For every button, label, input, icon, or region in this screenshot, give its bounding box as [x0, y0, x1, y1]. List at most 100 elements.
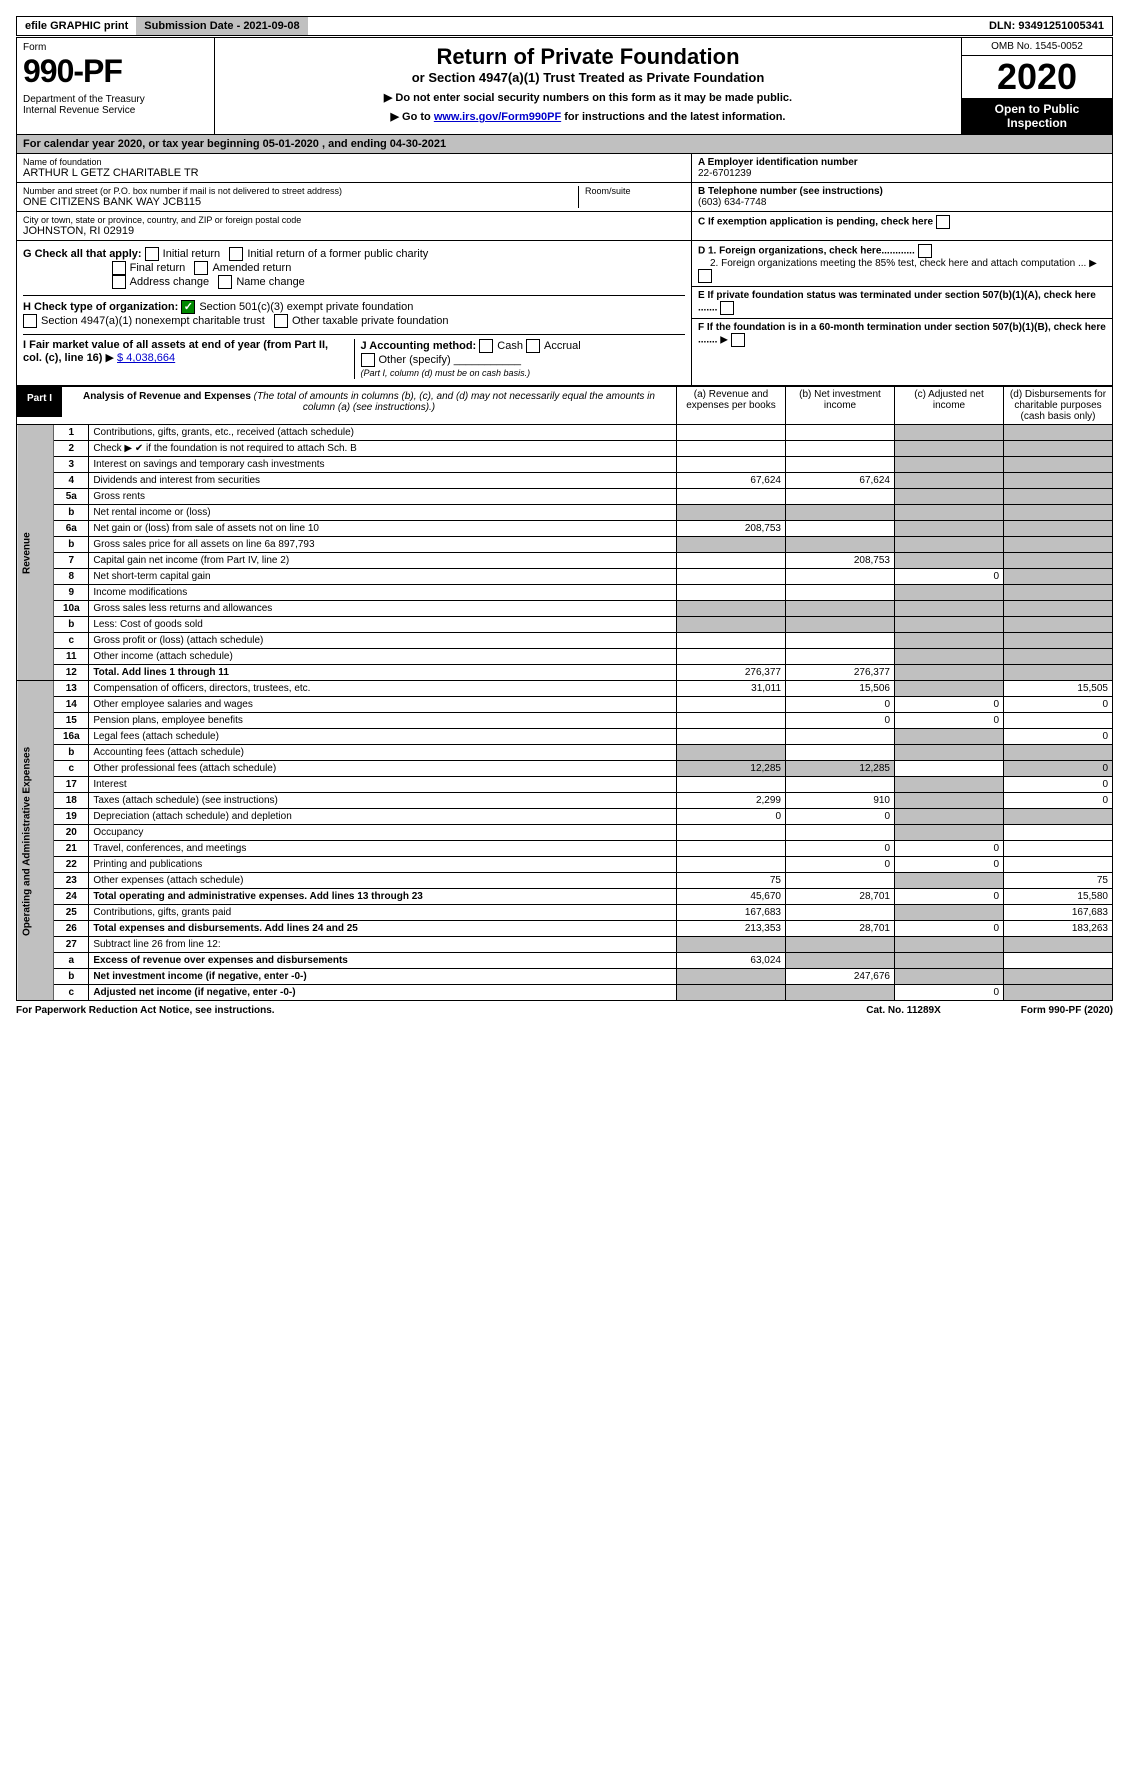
line-description: Contributions, gifts, grants, etc., rece… [89, 425, 677, 441]
form-subtitle: or Section 4947(a)(1) Trust Treated as P… [221, 70, 955, 85]
value-cell [1004, 825, 1113, 841]
form-ref: Form 990-PF (2020) [1021, 1005, 1113, 1016]
value-cell [786, 489, 895, 505]
notice2-pre: ▶ Go to [391, 111, 434, 123]
j-other-chk[interactable] [361, 353, 375, 367]
value-cell [895, 521, 1004, 537]
d1-chk[interactable] [918, 244, 932, 258]
value-cell [1004, 457, 1113, 473]
table-row: Operating and Administrative Expenses13C… [17, 681, 1113, 697]
g-final-return-chk[interactable] [112, 261, 126, 275]
room-label: Room/suite [585, 186, 685, 196]
g-address-change-chk[interactable] [112, 275, 126, 289]
g-amended-return-chk[interactable] [194, 261, 208, 275]
line-number: b [54, 617, 89, 633]
irs-link[interactable]: www.irs.gov/Form990PF [434, 111, 561, 123]
g-item-5: Name change [236, 276, 305, 288]
line-description: Travel, conferences, and meetings [89, 841, 677, 857]
line-number: 16a [54, 729, 89, 745]
value-cell [677, 745, 786, 761]
j-accrual-chk[interactable] [526, 339, 540, 353]
street-cell: Number and street (or P.O. box number if… [17, 183, 691, 212]
value-cell [786, 441, 895, 457]
table-row: 9Income modifications [17, 585, 1113, 601]
value-cell [786, 729, 895, 745]
h-501c3-chk[interactable]: ✓ [181, 300, 195, 314]
d2-chk[interactable] [698, 269, 712, 283]
top-bar: efile GRAPHIC print Submission Date - 20… [16, 16, 1113, 36]
table-row: bNet rental income or (loss) [17, 505, 1113, 521]
table-row: 25Contributions, gifts, grants paid167,6… [17, 905, 1113, 921]
value-cell: 276,377 [786, 665, 895, 681]
value-cell [895, 633, 1004, 649]
c-checkbox[interactable] [936, 215, 950, 229]
value-cell: 12,285 [677, 761, 786, 777]
e-chk[interactable] [720, 301, 734, 315]
h-4947-chk[interactable] [23, 314, 37, 328]
checks-right: D 1. Foreign organizations, check here..… [691, 241, 1112, 385]
g-item-0: Initial return [163, 248, 220, 260]
line-description: Pension plans, employee benefits [89, 713, 677, 729]
value-cell [1004, 521, 1113, 537]
value-cell: 15,580 [1004, 889, 1113, 905]
j-note: (Part I, column (d) must be on cash basi… [361, 368, 531, 378]
notice2-post: for instructions and the latest informat… [561, 111, 785, 123]
table-row: 15Pension plans, employee benefits00 [17, 713, 1113, 729]
c-label: C If exemption application is pending, c… [698, 217, 933, 228]
value-cell [677, 537, 786, 553]
street-label: Number and street (or P.O. box number if… [23, 186, 578, 196]
value-cell [895, 441, 1004, 457]
value-cell [786, 425, 895, 441]
h-other-chk[interactable] [274, 314, 288, 328]
ein-value: 22-6701239 [698, 168, 1106, 179]
dln: DLN: 93491251005341 [981, 17, 1112, 35]
phone-value: (603) 634-7748 [698, 197, 1106, 208]
f-chk[interactable] [731, 333, 745, 347]
line-number: 22 [54, 857, 89, 873]
value-cell: 2,299 [677, 793, 786, 809]
d-cell: D 1. Foreign organizations, check here..… [692, 241, 1112, 287]
i-value[interactable]: $ 4,038,664 [117, 352, 175, 364]
g-initial-former-chk[interactable] [229, 247, 243, 261]
value-cell: 213,353 [677, 921, 786, 937]
value-cell: 12,285 [786, 761, 895, 777]
tax-year: 2020 [962, 56, 1112, 98]
line-description: Subtract line 26 from line 12: [89, 937, 677, 953]
value-cell [786, 601, 895, 617]
line-number: 14 [54, 697, 89, 713]
line-number: c [54, 633, 89, 649]
value-cell [895, 745, 1004, 761]
h-opt3: Other taxable private foundation [292, 315, 449, 327]
omb-number: OMB No. 1545-0052 [962, 38, 1112, 56]
g-item-4: Address change [130, 276, 210, 288]
value-cell [895, 473, 1004, 489]
value-cell [786, 521, 895, 537]
line-number: 7 [54, 553, 89, 569]
value-cell: 208,753 [786, 553, 895, 569]
value-cell [895, 617, 1004, 633]
value-cell [677, 617, 786, 633]
city-label: City or town, state or province, country… [23, 215, 685, 225]
g-name-change-chk[interactable] [218, 275, 232, 289]
submission-date: Submission Date - 2021-09-08 [136, 17, 307, 35]
value-cell: 0 [895, 569, 1004, 585]
h-opt1: Section 501(c)(3) exempt private foundat… [199, 301, 413, 313]
value-cell [1004, 585, 1113, 601]
value-cell: 67,624 [786, 473, 895, 489]
table-row: bAccounting fees (attach schedule) [17, 745, 1113, 761]
value-cell [1004, 617, 1113, 633]
table-row: 20Occupancy [17, 825, 1113, 841]
table-row: 17Interest0 [17, 777, 1113, 793]
table-row: 2Check ▶ ✔ if the foundation is not requ… [17, 441, 1113, 457]
g-initial-return-chk[interactable] [145, 247, 159, 261]
value-cell [1004, 809, 1113, 825]
table-row: 18Taxes (attach schedule) (see instructi… [17, 793, 1113, 809]
table-row: 11Other income (attach schedule) [17, 649, 1113, 665]
value-cell [1004, 489, 1113, 505]
line-number: 12 [54, 665, 89, 681]
h-label: H Check type of organization: [23, 301, 178, 313]
j-cash: Cash [497, 340, 523, 352]
table-row: 21Travel, conferences, and meetings00 [17, 841, 1113, 857]
j-cash-chk[interactable] [479, 339, 493, 353]
line-number: b [54, 745, 89, 761]
